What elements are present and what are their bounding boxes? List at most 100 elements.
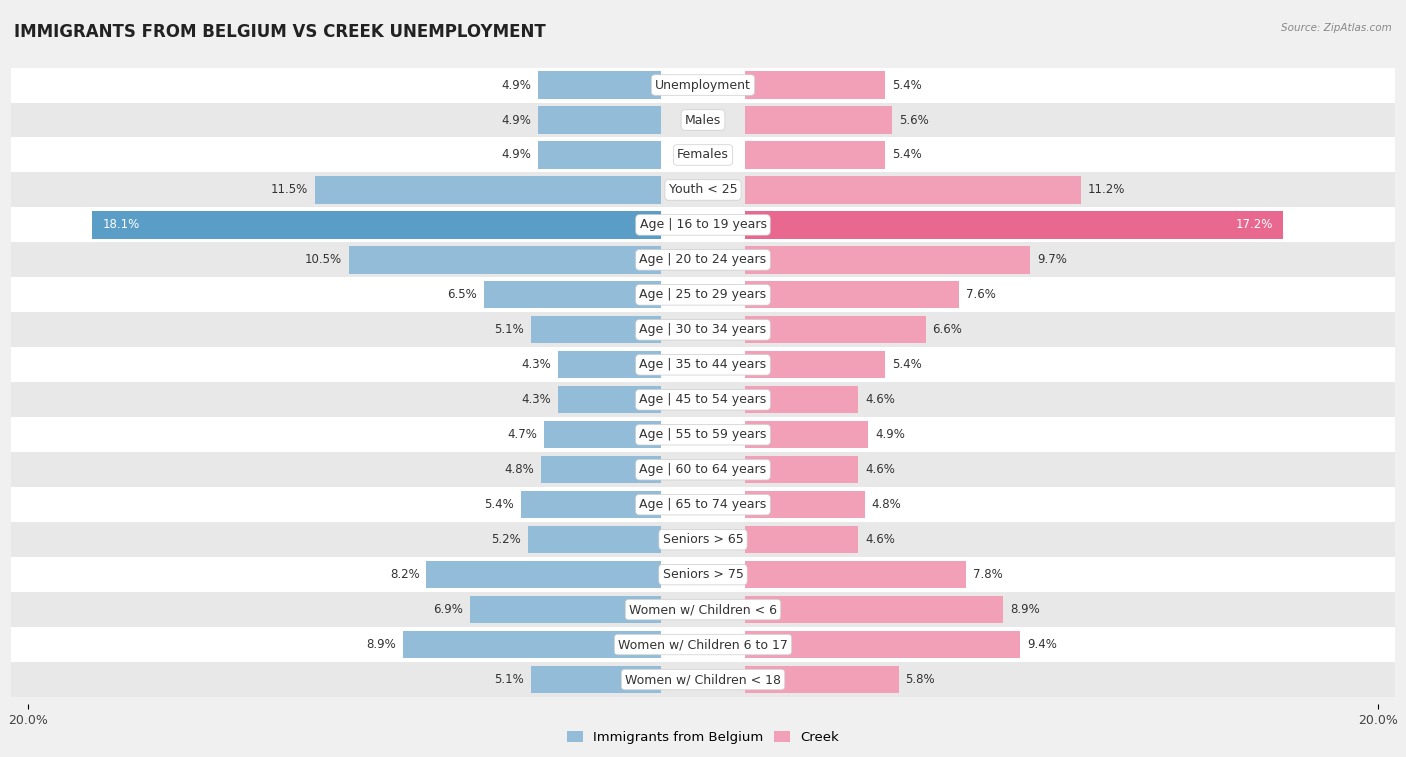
Text: 5.6%: 5.6% xyxy=(898,114,928,126)
Text: 9.7%: 9.7% xyxy=(1038,254,1067,266)
Bar xyxy=(11,207,1395,242)
Text: Age | 16 to 19 years: Age | 16 to 19 years xyxy=(640,219,766,232)
Bar xyxy=(537,71,661,98)
Bar xyxy=(11,522,1395,557)
Text: 5.4%: 5.4% xyxy=(891,148,922,161)
Text: 7.8%: 7.8% xyxy=(973,568,1002,581)
Text: Women w/ Children < 6: Women w/ Children < 6 xyxy=(628,603,778,616)
Bar xyxy=(484,281,661,309)
Bar xyxy=(745,71,886,98)
Text: 4.3%: 4.3% xyxy=(522,394,551,407)
Text: 4.9%: 4.9% xyxy=(875,428,905,441)
Bar xyxy=(531,666,661,693)
Text: Women w/ Children < 18: Women w/ Children < 18 xyxy=(626,673,780,686)
Bar xyxy=(11,592,1395,627)
Bar xyxy=(745,456,858,484)
Bar xyxy=(527,526,661,553)
Text: Age | 25 to 29 years: Age | 25 to 29 years xyxy=(640,288,766,301)
Text: Age | 30 to 34 years: Age | 30 to 34 years xyxy=(640,323,766,336)
Bar xyxy=(426,561,661,588)
Text: 11.5%: 11.5% xyxy=(271,183,308,197)
Bar xyxy=(745,246,1031,273)
Text: Age | 65 to 74 years: Age | 65 to 74 years xyxy=(640,498,766,511)
Text: Seniors > 75: Seniors > 75 xyxy=(662,568,744,581)
Bar xyxy=(745,631,1021,658)
Text: 8.9%: 8.9% xyxy=(366,638,396,651)
Text: Age | 60 to 64 years: Age | 60 to 64 years xyxy=(640,463,766,476)
Text: 5.1%: 5.1% xyxy=(495,673,524,686)
Text: Women w/ Children 6 to 17: Women w/ Children 6 to 17 xyxy=(619,638,787,651)
Bar xyxy=(11,347,1395,382)
Bar xyxy=(531,316,661,344)
Bar xyxy=(745,666,898,693)
Bar xyxy=(349,246,661,273)
Text: 9.4%: 9.4% xyxy=(1026,638,1057,651)
Text: 6.9%: 6.9% xyxy=(433,603,464,616)
Bar xyxy=(11,488,1395,522)
Bar xyxy=(745,281,959,309)
Text: 4.8%: 4.8% xyxy=(872,498,901,511)
Text: 10.5%: 10.5% xyxy=(305,254,342,266)
Bar xyxy=(402,631,661,658)
Text: 8.9%: 8.9% xyxy=(1010,603,1040,616)
Bar xyxy=(11,138,1395,173)
Bar xyxy=(745,142,886,169)
Bar xyxy=(11,67,1395,102)
Bar xyxy=(745,316,925,344)
Text: 4.8%: 4.8% xyxy=(505,463,534,476)
Bar xyxy=(745,386,858,413)
Text: 5.1%: 5.1% xyxy=(495,323,524,336)
Text: 4.9%: 4.9% xyxy=(501,114,531,126)
Bar xyxy=(745,176,1081,204)
Bar xyxy=(745,596,1004,623)
Bar xyxy=(544,421,661,448)
Legend: Immigrants from Belgium, Creek: Immigrants from Belgium, Creek xyxy=(561,725,845,749)
Text: 4.6%: 4.6% xyxy=(865,463,894,476)
Bar xyxy=(537,107,661,134)
Text: 7.6%: 7.6% xyxy=(966,288,995,301)
Bar xyxy=(11,662,1395,697)
Text: Age | 35 to 44 years: Age | 35 to 44 years xyxy=(640,358,766,371)
Bar xyxy=(558,351,661,378)
Text: Males: Males xyxy=(685,114,721,126)
Bar xyxy=(11,242,1395,277)
Bar xyxy=(11,557,1395,592)
Text: Age | 45 to 54 years: Age | 45 to 54 years xyxy=(640,394,766,407)
Text: 5.4%: 5.4% xyxy=(891,358,922,371)
Text: 5.8%: 5.8% xyxy=(905,673,935,686)
Text: IMMIGRANTS FROM BELGIUM VS CREEK UNEMPLOYMENT: IMMIGRANTS FROM BELGIUM VS CREEK UNEMPLO… xyxy=(14,23,546,41)
Bar xyxy=(470,596,661,623)
Bar xyxy=(745,351,886,378)
Bar xyxy=(541,456,661,484)
Bar xyxy=(11,452,1395,488)
Text: Source: ZipAtlas.com: Source: ZipAtlas.com xyxy=(1281,23,1392,33)
Text: Unemployment: Unemployment xyxy=(655,79,751,92)
Bar xyxy=(11,382,1395,417)
Text: 4.6%: 4.6% xyxy=(865,394,894,407)
Bar xyxy=(520,491,661,519)
Bar xyxy=(93,211,661,238)
Text: Age | 20 to 24 years: Age | 20 to 24 years xyxy=(640,254,766,266)
Bar xyxy=(11,173,1395,207)
Bar xyxy=(745,491,865,519)
Text: 6.5%: 6.5% xyxy=(447,288,477,301)
Text: 4.3%: 4.3% xyxy=(522,358,551,371)
Bar xyxy=(11,313,1395,347)
Bar xyxy=(745,526,858,553)
Bar xyxy=(537,142,661,169)
Bar xyxy=(558,386,661,413)
Text: 6.6%: 6.6% xyxy=(932,323,962,336)
Bar xyxy=(745,107,891,134)
Bar xyxy=(11,417,1395,452)
Text: 18.1%: 18.1% xyxy=(103,219,139,232)
Text: 4.9%: 4.9% xyxy=(501,148,531,161)
Bar xyxy=(11,627,1395,662)
Bar xyxy=(11,102,1395,138)
Text: 4.9%: 4.9% xyxy=(501,79,531,92)
Bar xyxy=(11,277,1395,313)
Text: 5.4%: 5.4% xyxy=(891,79,922,92)
Text: 17.2%: 17.2% xyxy=(1236,219,1274,232)
Text: 5.4%: 5.4% xyxy=(484,498,515,511)
Text: Age | 55 to 59 years: Age | 55 to 59 years xyxy=(640,428,766,441)
Bar xyxy=(745,421,869,448)
